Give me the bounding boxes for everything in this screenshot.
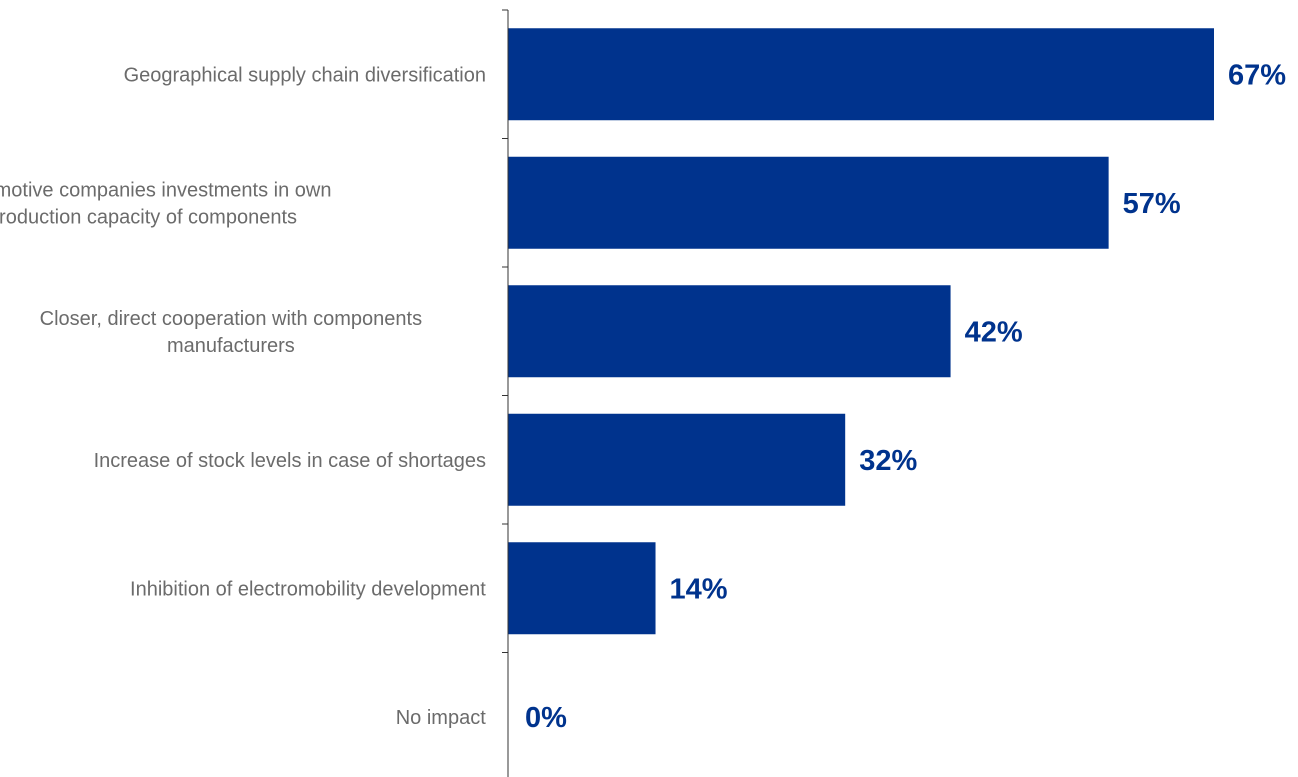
category-label-line: Closer, direct cooperation with componen…: [40, 308, 422, 330]
bar-4: [508, 542, 656, 635]
category-label-0: Geographical supply chain diversificatio…: [124, 64, 486, 86]
bar-2: [508, 285, 951, 378]
labels-layer: 67% Geographical supply chain diversifica…: [0, 59, 1286, 734]
category-label-5: No impact: [396, 707, 486, 729]
category-label-line: Inhibition of electromobility developmen…: [130, 578, 486, 600]
bar-1: [508, 156, 1109, 249]
category-label-line: manufacturers: [167, 335, 295, 357]
value-label-1: 57%: [1123, 188, 1181, 220]
value-label-0: 67%: [1228, 59, 1286, 91]
value-label-3: 32%: [859, 445, 917, 477]
category-label-4: Inhibition of electromobility developmen…: [130, 578, 486, 600]
category-label-line: Increase of stock levels in case of shor…: [94, 450, 486, 472]
category-label-line: Geographical supply chain diversificatio…: [124, 64, 486, 86]
bar-0: [508, 28, 1214, 121]
category-label-line: production capacity of components: [0, 206, 297, 228]
category-label-line: Automotive companies investments in own: [0, 179, 331, 201]
axis-layer: [502, 9, 509, 777]
bars-layer: [508, 28, 1214, 635]
category-label-1: Automotive companies investments in own p…: [0, 179, 331, 228]
category-label-3: Increase of stock levels in case of shor…: [94, 450, 486, 472]
category-label-2: Closer, direct cooperation with componen…: [40, 308, 422, 357]
value-label-5: 0%: [525, 702, 567, 734]
bar-3: [508, 413, 846, 506]
value-label-2: 42%: [965, 316, 1023, 348]
category-label-line: No impact: [396, 707, 486, 729]
value-label-4: 14%: [670, 573, 728, 605]
